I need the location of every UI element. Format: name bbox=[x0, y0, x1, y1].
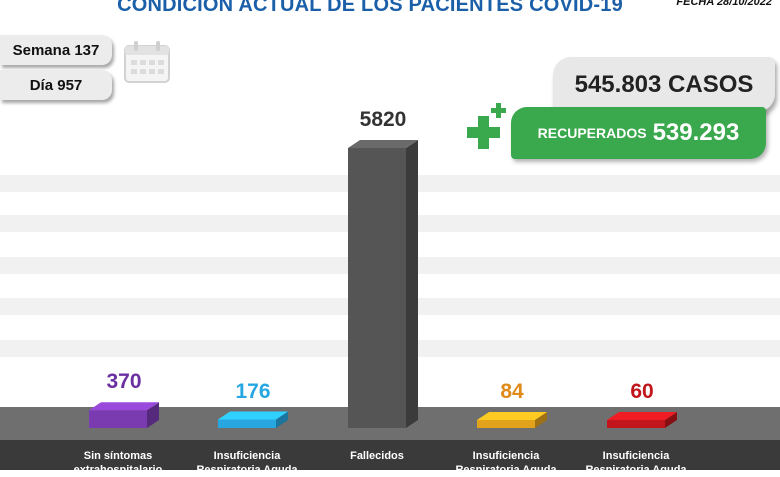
value-label: 84 bbox=[500, 380, 524, 403]
bar-front bbox=[348, 148, 406, 428]
category-label: Sin síntomas extrahospitalario bbox=[73, 450, 163, 476]
bar-top bbox=[218, 411, 288, 420]
recovered-label: RECUPERADOS bbox=[537, 125, 647, 141]
category-label: Insuficiencia Respiratoria Aguda bbox=[585, 450, 687, 476]
bar-top bbox=[89, 402, 159, 411]
page-title: CONDICIÓN ACTUAL DE LOS PACIENTES COVID-… bbox=[117, 0, 623, 16]
bar-4 bbox=[607, 412, 677, 428]
value-label: 370 bbox=[106, 370, 142, 394]
bar-0 bbox=[89, 402, 159, 428]
category-label: Insuficiencia Respiratoria Aguda bbox=[455, 450, 557, 476]
bar-top bbox=[477, 412, 547, 420]
recovered-badge: RECUPERADOS 539.293 bbox=[511, 107, 766, 159]
value-label: 5820 bbox=[359, 108, 407, 131]
bar-side bbox=[147, 402, 159, 428]
bar-side bbox=[665, 412, 677, 428]
plus-cross-icon bbox=[467, 103, 506, 149]
value-label: 176 bbox=[235, 379, 271, 403]
bar-1 bbox=[218, 411, 288, 428]
category-label: Fallecidos bbox=[350, 450, 404, 462]
bar-side bbox=[276, 411, 288, 428]
calendar-icon bbox=[124, 41, 170, 83]
bar-front bbox=[89, 410, 147, 428]
bar-top bbox=[348, 140, 418, 148]
value-label: 60 bbox=[630, 380, 654, 403]
bar-3 bbox=[477, 412, 547, 428]
bar-side bbox=[535, 412, 547, 428]
bar-2 bbox=[348, 140, 418, 428]
recovered-value: 539.293 bbox=[652, 119, 740, 146]
week-badge: Semana 137 bbox=[0, 35, 112, 65]
total-cases-badge: 545.803 CASOS bbox=[553, 57, 775, 112]
report-date: FECHA 28/10/2022 bbox=[676, 0, 772, 8]
bar-front bbox=[218, 419, 276, 428]
bar-front bbox=[477, 420, 535, 428]
bar-top bbox=[607, 412, 677, 420]
bar-front bbox=[607, 420, 665, 428]
day-badge: Día 957 bbox=[0, 70, 112, 100]
category-label: Insuficiencia Respiratoria Aguda bbox=[196, 450, 298, 476]
bar-side bbox=[406, 140, 418, 428]
category-band bbox=[0, 440, 780, 470]
